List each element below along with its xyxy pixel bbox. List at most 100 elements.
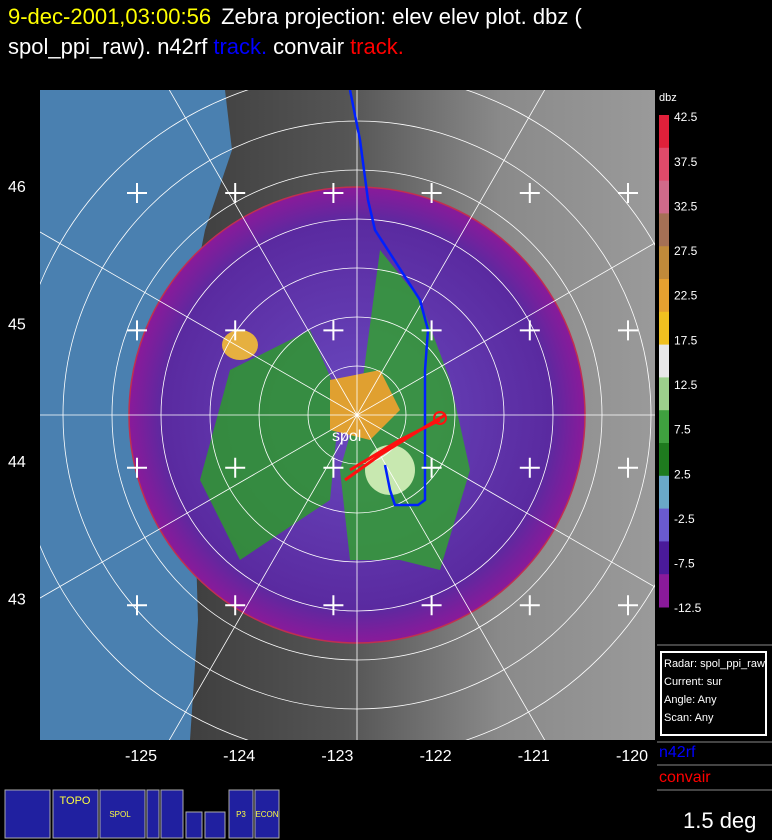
colorbar-label: 17.5	[674, 333, 698, 347]
grid-cross	[127, 457, 147, 478]
legend-entry[interactable]: n42rf	[659, 744, 696, 761]
grid-cross	[519, 595, 540, 616]
header-text: convair	[273, 34, 344, 59]
spoke	[356, 414, 655, 588]
header-text: spol_ppi_raw). n42rf	[8, 34, 208, 59]
header-text: 9-dec-2001,03:00:56	[8, 4, 211, 29]
colorbar-swatch	[659, 147, 669, 182]
header-text: Zebra projection: elev elev plot. dbz (	[221, 4, 582, 29]
lat-label: 44	[8, 454, 26, 471]
colorbar-label: 12.5	[674, 378, 698, 392]
grid-cross	[323, 320, 344, 341]
grid-cross	[127, 595, 147, 616]
grid-cross	[618, 320, 638, 341]
colorbar-label: 22.5	[674, 289, 698, 303]
colorbar-label: 27.5	[674, 244, 698, 258]
colorbar-swatch	[659, 246, 669, 280]
icon-button[interactable]	[160, 789, 184, 839]
grid-cross	[421, 595, 442, 616]
spoke	[356, 242, 655, 416]
icon-label: P3	[236, 810, 246, 819]
info-text: Radar: spol_ppi_raw	[664, 658, 765, 670]
icon-label: ECON	[255, 810, 278, 819]
grid-cross	[225, 320, 246, 341]
grid-cross	[225, 183, 246, 203]
icon-label: TOPO	[60, 795, 91, 807]
info-text: Angle: Any	[664, 694, 717, 706]
grid-cross	[618, 183, 638, 203]
icon-button[interactable]	[254, 789, 280, 839]
colorbar-label: 2.5	[674, 467, 691, 481]
colorbar-swatch	[659, 377, 669, 411]
grid-cross	[127, 183, 147, 203]
lon-label: -125	[125, 748, 157, 765]
colorbar-swatch	[659, 344, 669, 378]
colorbar-label: 37.5	[674, 155, 698, 169]
colorbar-swatch	[659, 541, 669, 575]
grid-cross	[421, 457, 442, 478]
grid-cross	[618, 457, 638, 478]
colorbar-swatch	[659, 475, 669, 510]
spoke	[40, 231, 358, 416]
colorbar-swatch	[659, 115, 669, 149]
colorbar-label: -12.5	[674, 601, 702, 615]
info-text: Current: sur	[664, 676, 722, 688]
grid-cross	[323, 595, 344, 616]
lat-label: 43	[8, 591, 26, 608]
spoke	[356, 90, 546, 416]
grid-cross	[618, 595, 638, 616]
grid-cross	[225, 595, 246, 616]
colorbar-swatch	[659, 279, 669, 313]
colorbar-label: 32.5	[674, 199, 698, 213]
status-text: 1.5 deg	[683, 808, 756, 833]
info-text: Scan: Any	[664, 712, 714, 724]
icon-button[interactable]	[52, 789, 99, 839]
colorbar-swatch	[659, 180, 669, 214]
colorbar-swatch	[659, 410, 669, 444]
colorbar-swatch	[659, 311, 669, 346]
lat-label: 46	[8, 179, 26, 196]
icon-button[interactable]	[99, 789, 146, 839]
site-label: spol	[332, 428, 361, 445]
colorbar-swatch	[659, 574, 669, 608]
lon-label: -120	[616, 748, 648, 765]
legend-entry[interactable]: convair	[659, 769, 711, 786]
spoke	[168, 90, 358, 416]
icon-label: SPOL	[109, 810, 131, 819]
map: spol	[40, 90, 655, 740]
spoke	[168, 414, 358, 740]
lon-label: -123	[321, 748, 353, 765]
info-box-frame	[660, 651, 767, 736]
header-text: track.	[213, 34, 267, 59]
grid-cross	[421, 183, 442, 203]
grid-cross	[225, 457, 246, 478]
grid-cross	[519, 457, 540, 478]
icon-button[interactable]	[4, 789, 51, 839]
spoke	[356, 414, 546, 740]
header-line: spol_ppi_raw). n42rf track. convair track.	[8, 34, 404, 59]
header-line: 9-dec-2001,03:00:56 Zebra projection: ele…	[8, 4, 582, 29]
colorbar-label: -7.5	[674, 557, 695, 571]
colorbar-label: 42.5	[674, 110, 698, 124]
icon-button[interactable]	[146, 789, 160, 839]
lat-label: 45	[8, 317, 26, 334]
colorbar-swatch	[659, 508, 669, 542]
colorbar-label: 7.5	[674, 423, 691, 437]
colorbar-label: -2.5	[674, 512, 695, 526]
icon-button[interactable]	[185, 811, 203, 839]
grid-cross	[323, 457, 344, 478]
grid-cross	[127, 320, 147, 341]
icon-button[interactable]	[204, 811, 226, 839]
header-text: track.	[350, 34, 404, 59]
grid-cross	[323, 183, 344, 203]
spoke	[40, 414, 358, 599]
grid-cross	[519, 320, 540, 341]
colorbar-swatch	[659, 213, 669, 247]
icon-button[interactable]	[228, 789, 254, 839]
colorbar-swatch	[659, 443, 669, 477]
lon-label: -122	[420, 748, 452, 765]
lon-label: -121	[518, 748, 550, 765]
colorbar-title: dbz	[659, 92, 677, 104]
grid-cross	[421, 320, 442, 341]
